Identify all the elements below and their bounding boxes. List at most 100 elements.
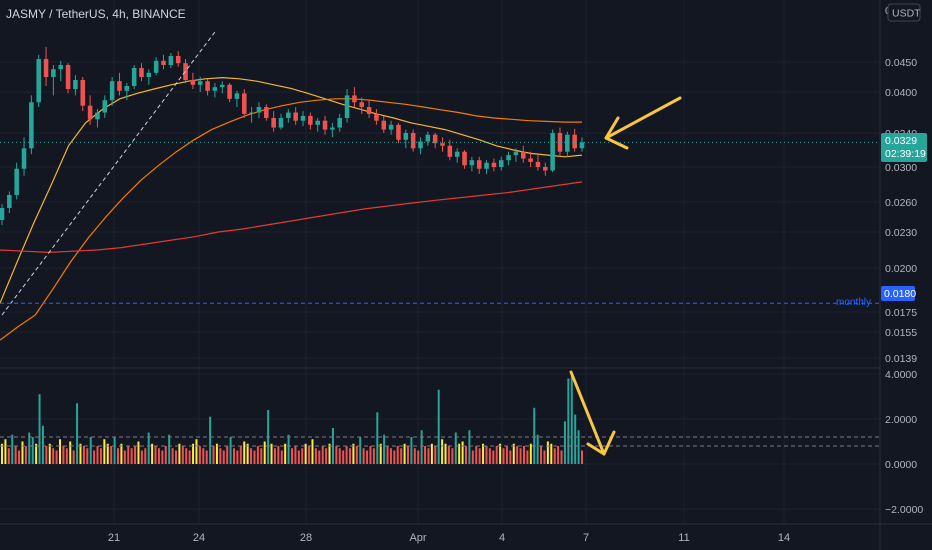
volume-bar <box>379 443 382 464</box>
volume-bar <box>359 437 362 464</box>
volume-bar <box>523 446 525 464</box>
volume-bar <box>308 446 311 464</box>
volume-bar <box>540 446 543 464</box>
candle-body <box>29 102 34 149</box>
volume-bar <box>181 446 184 464</box>
volume-bar <box>205 450 208 464</box>
volume-bar <box>413 448 416 464</box>
candle-body <box>322 120 328 130</box>
annotation-arrow-volume[interactable] <box>569 370 606 456</box>
volume-bar <box>529 443 532 464</box>
candle-body <box>109 81 115 101</box>
volume-bar <box>4 439 7 464</box>
volume-bar <box>96 446 99 464</box>
volume-bar <box>157 448 160 464</box>
volume-bar <box>256 446 259 464</box>
volume-bar <box>168 434 171 464</box>
volume-bar <box>82 446 85 464</box>
drawing-annotations <box>0 31 880 456</box>
volume-bar <box>427 448 430 464</box>
volume-bar <box>212 446 215 464</box>
dashed-trendline[interactable] <box>1 31 216 316</box>
volume-bar <box>178 443 181 464</box>
candle-body <box>139 68 144 77</box>
volume-bar <box>502 448 505 464</box>
volume-bar <box>28 432 31 464</box>
volume-bar <box>424 446 427 464</box>
candle-body <box>197 81 203 85</box>
volume-bar <box>209 416 212 464</box>
volume-bar <box>355 446 358 464</box>
volume-bar <box>253 450 256 464</box>
candle-body <box>73 80 78 89</box>
volume-bar <box>318 450 321 464</box>
volume-bar <box>492 450 495 464</box>
price-tick-label: 0.0175 <box>885 307 917 319</box>
volume-bar <box>137 441 140 464</box>
price-tick-label: 0.0260 <box>885 197 917 209</box>
volume-bar <box>175 450 177 464</box>
volume-bar <box>291 448 293 464</box>
price-tick-label: 0.0139 <box>885 353 917 365</box>
candle-body <box>565 134 570 152</box>
annotation-arrow-price[interactable] <box>604 96 682 140</box>
price-axis[interactable]: 0 USDT <box>885 3 921 22</box>
monthly-badge-bg <box>881 286 915 301</box>
volume-bar <box>55 450 58 464</box>
volume-tick-label: −2.0000 <box>885 504 923 516</box>
candle-body <box>572 134 577 149</box>
volume-bar <box>328 443 331 464</box>
volume-bar <box>553 448 556 464</box>
candle-body <box>432 134 438 144</box>
volume-bar <box>120 443 123 464</box>
volume-bar <box>65 448 68 464</box>
candle-body <box>535 161 541 167</box>
volume-bar <box>352 443 355 464</box>
volume-bar <box>69 441 72 464</box>
volume-bar <box>171 448 174 464</box>
volume-bar <box>396 446 399 464</box>
candle-body <box>234 93 240 99</box>
candle-body <box>87 105 93 120</box>
volume-bar <box>144 448 147 464</box>
volume-bar <box>154 446 157 464</box>
time-axis[interactable]: 21 24 28 Apr 4 7 11 14 <box>108 532 790 544</box>
volume-bar <box>195 439 198 464</box>
volume-bar <box>24 446 27 464</box>
candle-body <box>286 112 291 118</box>
volume-bar <box>215 443 218 464</box>
candle-body <box>520 151 526 159</box>
currency-button[interactable] <box>887 3 921 22</box>
volume-bar <box>407 446 409 464</box>
candle-body <box>579 142 585 149</box>
volume-bar <box>461 441 464 464</box>
volume-bar <box>509 450 512 464</box>
volume-bar <box>488 448 491 464</box>
volume-bar <box>342 450 345 464</box>
last-price-value: 0.0329 <box>885 135 917 147</box>
candle-body <box>146 72 152 77</box>
volume-tick-labels: 4.0000 2.0000 0.0000 −2.0000 <box>885 369 923 516</box>
candle-body <box>403 133 409 140</box>
candle-body <box>153 60 159 73</box>
candle-body <box>7 195 12 208</box>
candle-body <box>249 112 254 114</box>
volume-bar <box>536 434 539 464</box>
price-tick-label: 0.0300 <box>885 162 917 174</box>
volume-bar <box>140 450 143 464</box>
volume-bar <box>280 450 283 464</box>
time-tick-label: 4 <box>499 532 505 544</box>
volume-bar <box>301 448 304 464</box>
volume-bar <box>557 446 560 464</box>
candlestick-series <box>0 47 585 225</box>
monthly-level-badge: 0.0180 monthly <box>836 286 916 308</box>
volume-bar <box>117 448 119 464</box>
monthly-line-label: monthly <box>836 297 871 308</box>
volume-bar <box>349 448 351 464</box>
volume-bar <box>123 450 126 464</box>
candle-body <box>374 113 379 121</box>
annotation-arrowhead-volume <box>586 430 616 456</box>
candle-body <box>190 80 196 85</box>
